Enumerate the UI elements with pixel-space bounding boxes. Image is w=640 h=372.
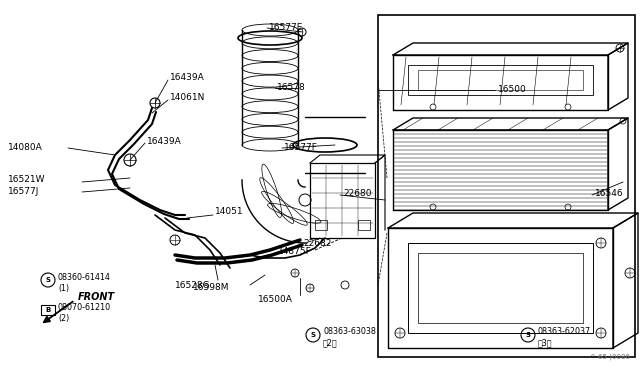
Bar [315,220,327,230]
Text: 14875F: 14875F [278,247,312,257]
Text: S: S [310,332,316,338]
Text: （3）: （3） [538,339,552,347]
Text: （2）: （2） [323,339,338,347]
Bar [408,243,593,333]
Text: 16500: 16500 [498,84,527,93]
Text: 22682: 22682 [303,238,332,247]
Text: 16439A: 16439A [170,74,205,83]
Text: 16500A: 16500A [258,295,293,305]
Text: (2): (2) [58,314,69,323]
Text: 22680: 22680 [343,189,371,198]
Text: 16577F: 16577F [284,142,318,151]
Text: S: S [45,277,51,283]
Text: 16577J: 16577J [8,187,40,196]
Text: B: B [45,307,51,313]
Text: 14051: 14051 [215,208,244,217]
Text: 08070-61210: 08070-61210 [58,302,111,311]
Text: ^ 65 )0086: ^ 65 )0086 [590,353,630,360]
Bar [418,70,583,90]
Bar [418,253,583,323]
Text: 08363-63038: 08363-63038 [323,327,376,337]
Text: 16521W: 16521W [8,176,45,185]
Text: FRONT: FRONT [78,292,115,302]
Bar [408,65,593,95]
Text: 08360-61414: 08360-61414 [58,273,111,282]
Text: 16546: 16546 [595,189,623,199]
Text: (1): (1) [58,283,69,292]
Text: 14061N: 14061N [170,93,205,103]
Text: 16598M: 16598M [193,282,230,292]
Bar [41,305,55,315]
Bar [310,163,375,238]
Text: 14080A: 14080A [8,142,43,151]
Text: S: S [525,332,531,338]
Text: 16578: 16578 [277,83,306,92]
Bar [358,220,370,230]
Text: 16439A: 16439A [147,137,182,145]
Text: 16577E: 16577E [269,22,303,32]
Bar [378,15,635,357]
Text: 08363-62037: 08363-62037 [538,327,591,337]
Text: 16528G: 16528G [175,280,211,289]
